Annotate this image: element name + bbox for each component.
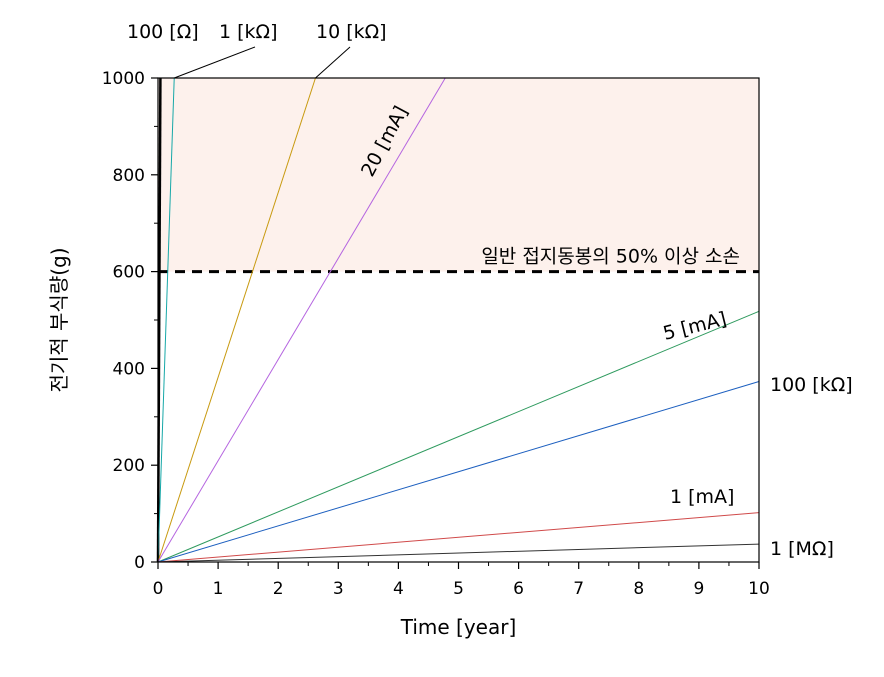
x-tick-label: 3 bbox=[333, 579, 344, 599]
y-tick-label: 800 bbox=[113, 166, 145, 186]
x-tick-label: 9 bbox=[693, 579, 704, 599]
x-tick-label: 5 bbox=[453, 579, 464, 599]
y-tick-label: 600 bbox=[113, 263, 145, 283]
series-label-100-kohm: 100 [kΩ] bbox=[770, 374, 853, 396]
shaded-region-layer bbox=[158, 78, 759, 272]
x-tick-label: 1 bbox=[213, 579, 224, 599]
series-line-5-5-ma bbox=[157, 310, 760, 563]
leader-line-10-kohm bbox=[315, 46, 351, 79]
axes-layer bbox=[151, 77, 760, 569]
series-line-8-1-m bbox=[157, 543, 760, 563]
shaded-region bbox=[158, 78, 759, 272]
series-line-4-20-ma bbox=[157, 77, 446, 563]
series-label-100-ohm: 100 [Ω] bbox=[127, 21, 199, 43]
threshold-label: 일반 접지동봉의 50% 이상 소손 bbox=[481, 246, 740, 268]
series-line-2-1-k bbox=[157, 77, 175, 563]
series-layer bbox=[156, 77, 760, 563]
series-line-7-1-ma bbox=[157, 512, 760, 563]
series-label-1-kohm: 1 [kΩ] bbox=[219, 21, 277, 43]
series-label-1-mohm: 1 [MΩ] bbox=[770, 538, 834, 560]
x-tick-label: 4 bbox=[393, 579, 404, 599]
series-label-5-ma: 5 [mA] bbox=[661, 308, 729, 345]
y-axis-title: 전기적 부식량(g) bbox=[47, 247, 71, 392]
x-tick-label: 8 bbox=[633, 579, 644, 599]
x-tick-label: 6 bbox=[513, 579, 524, 599]
series-line-3-10-k bbox=[157, 77, 316, 563]
x-tick-label: 7 bbox=[573, 579, 584, 599]
x-axis-title: Time [year] bbox=[400, 615, 517, 639]
series-label-10-kohm: 10 [kΩ] bbox=[316, 21, 387, 43]
y-tick-label: 400 bbox=[113, 359, 145, 379]
series-line-6-100-k bbox=[157, 380, 760, 563]
leader-line-1-kohm bbox=[174, 46, 256, 79]
y-tick-label: 1000 bbox=[102, 69, 145, 89]
y-tick-label: 0 bbox=[134, 553, 145, 573]
x-tick-label: 2 bbox=[273, 579, 284, 599]
x-tick-label: 10 bbox=[748, 579, 770, 599]
x-tick-label: 0 bbox=[153, 579, 164, 599]
y-tick-label: 200 bbox=[113, 456, 145, 476]
series-label-1-ma: 1 [mA] bbox=[670, 486, 734, 508]
